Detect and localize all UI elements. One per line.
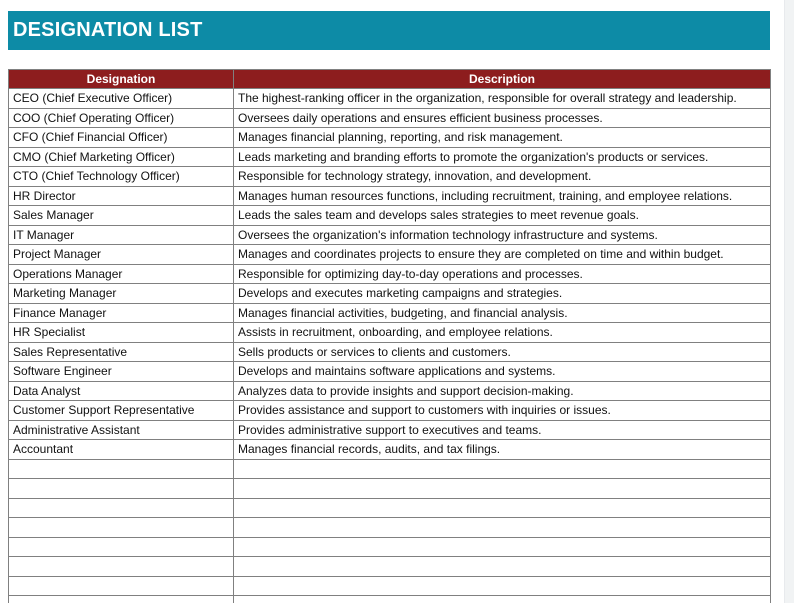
designation-cell: Marketing Manager xyxy=(8,283,234,304)
description-cell: Manages and coordinates projects to ensu… xyxy=(233,244,771,265)
table-row: IT Manager Oversees the organization's in… xyxy=(8,224,771,245)
table-row: COO (Chief Operating Officer) Oversees da… xyxy=(8,107,771,128)
designation-cell xyxy=(8,595,234,603)
designation-table: Designation Description CEO (Chief Execu… xyxy=(8,69,771,603)
description-cell: Oversees daily operations and ensures ef… xyxy=(233,107,771,128)
description-cell: Manages financial activities, budgeting,… xyxy=(233,302,771,323)
table-row: Software Engineer Develops and maintains … xyxy=(8,361,771,382)
designation-cell: IT Manager xyxy=(8,224,234,245)
table-body: CEO (Chief Executive Officer) The highest… xyxy=(8,88,771,603)
table-row: Sales Representative Sells products or se… xyxy=(8,341,771,362)
designation-cell: HR Director xyxy=(8,185,234,206)
description-cell: The highest-ranking officer in the organ… xyxy=(233,88,771,109)
description-cell: Provides administrative support to execu… xyxy=(233,419,771,440)
column-header-designation: Designation xyxy=(8,69,234,89)
table-row: Administrative Assistant Provides adminis… xyxy=(8,419,771,440)
description-cell: Sells products or services to clients an… xyxy=(233,341,771,362)
table-row: Finance Manager Manages financial activit… xyxy=(8,302,771,323)
table-row-empty xyxy=(8,595,771,603)
description-cell: Oversees the organization's information … xyxy=(233,224,771,245)
description-cell: Provides assistance and support to custo… xyxy=(233,400,771,421)
content-area: DESIGNATION LIST Designation Description… xyxy=(8,11,771,603)
table-row-empty xyxy=(8,556,771,577)
description-cell: Leads marketing and branding efforts to … xyxy=(233,146,771,167)
designation-cell: CFO (Chief Financial Officer) xyxy=(8,127,234,148)
table-row: Data Analyst Analyzes data to provide ins… xyxy=(8,380,771,401)
designation-cell: Administrative Assistant xyxy=(8,419,234,440)
table-row-empty xyxy=(8,536,771,557)
description-cell: Responsible for optimizing day-to-day op… xyxy=(233,263,771,284)
designation-cell: Customer Support Representative xyxy=(8,400,234,421)
table-row-empty xyxy=(8,517,771,538)
table-row: Customer Support Representative Provides … xyxy=(8,400,771,421)
table-row-empty xyxy=(8,497,771,518)
description-cell xyxy=(233,575,771,596)
table-row: HR Director Manages human resources funct… xyxy=(8,185,771,206)
designation-cell xyxy=(8,536,234,557)
table-row: Operations Manager Responsible for optimi… xyxy=(8,263,771,284)
description-cell: Manages financial records, audits, and t… xyxy=(233,439,771,460)
designation-cell xyxy=(8,458,234,479)
description-cell: Manages human resources functions, inclu… xyxy=(233,185,771,206)
description-cell xyxy=(233,595,771,603)
designation-cell: Sales Representative xyxy=(8,341,234,362)
designation-cell xyxy=(8,517,234,538)
designation-cell: CMO (Chief Marketing Officer) xyxy=(8,146,234,167)
table-row-empty xyxy=(8,575,771,596)
designation-cell: Project Manager xyxy=(8,244,234,265)
description-cell xyxy=(233,478,771,499)
table-row: Accountant Manages financial records, aud… xyxy=(8,439,771,460)
designation-cell: Accountant xyxy=(8,439,234,460)
table-row: Project Manager Manages and coordinates p… xyxy=(8,244,771,265)
description-cell: Analyzes data to provide insights and su… xyxy=(233,380,771,401)
designation-cell: CTO (Chief Technology Officer) xyxy=(8,166,234,187)
designation-cell xyxy=(8,575,234,596)
table-row: CMO (Chief Marketing Officer) Leads marke… xyxy=(8,146,771,167)
table-row-empty xyxy=(8,458,771,479)
page-title-bar: DESIGNATION LIST xyxy=(8,11,770,50)
designation-cell: Finance Manager xyxy=(8,302,234,323)
description-cell xyxy=(233,517,771,538)
designation-cell: HR Specialist xyxy=(8,322,234,343)
description-cell xyxy=(233,497,771,518)
table-row: CTO (Chief Technology Officer) Responsibl… xyxy=(8,166,771,187)
description-cell: Manages financial planning, reporting, a… xyxy=(233,127,771,148)
description-cell: Leads the sales team and develops sales … xyxy=(233,205,771,226)
description-cell: Responsible for technology strategy, inn… xyxy=(233,166,771,187)
description-cell: Develops and executes marketing campaign… xyxy=(233,283,771,304)
table-header: Designation Description xyxy=(8,69,771,89)
designation-cell: Data Analyst xyxy=(8,380,234,401)
scrollbar-track[interactable] xyxy=(784,0,794,603)
designation-cell: Software Engineer xyxy=(8,361,234,382)
description-cell xyxy=(233,556,771,577)
table-row: Marketing Manager Develops and executes m… xyxy=(8,283,771,304)
table-row-empty xyxy=(8,478,771,499)
designation-cell xyxy=(8,497,234,518)
designation-cell: CEO (Chief Executive Officer) xyxy=(8,88,234,109)
designation-cell xyxy=(8,478,234,499)
description-cell: Develops and maintains software applicat… xyxy=(233,361,771,382)
table-header-row: Designation Description xyxy=(8,69,771,89)
designation-cell xyxy=(8,556,234,577)
description-cell xyxy=(233,536,771,557)
table-row: CFO (Chief Financial Officer) Manages fin… xyxy=(8,127,771,148)
column-header-description: Description xyxy=(233,69,771,89)
description-cell: Assists in recruitment, onboarding, and … xyxy=(233,322,771,343)
designation-cell: Sales Manager xyxy=(8,205,234,226)
designation-cell: Operations Manager xyxy=(8,263,234,284)
description-cell xyxy=(233,458,771,479)
designation-cell: COO (Chief Operating Officer) xyxy=(8,107,234,128)
table-row: CEO (Chief Executive Officer) The highest… xyxy=(8,88,771,109)
page-title: DESIGNATION LIST xyxy=(13,19,203,41)
table-row: Sales Manager Leads the sales team and de… xyxy=(8,205,771,226)
table-row: HR Specialist Assists in recruitment, onb… xyxy=(8,322,771,343)
